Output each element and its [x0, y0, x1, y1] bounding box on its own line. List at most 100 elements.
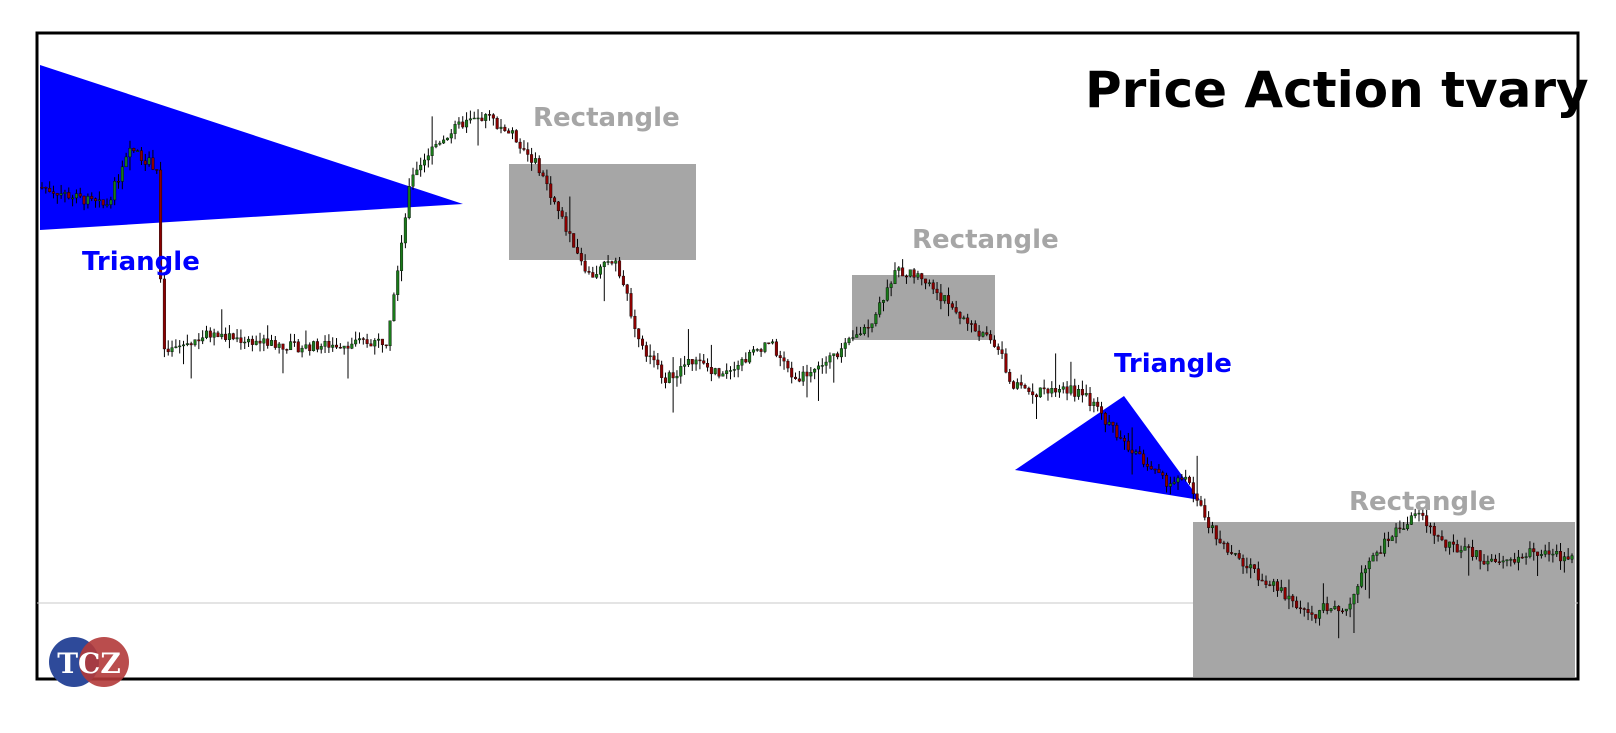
candle-body — [794, 376, 798, 380]
candle-body — [415, 169, 419, 176]
candle-body — [1547, 550, 1551, 555]
candle-body — [128, 148, 132, 158]
candle-body — [912, 269, 916, 278]
candle-body — [212, 332, 216, 338]
candle-body — [1073, 385, 1077, 397]
candle-body — [1084, 393, 1088, 396]
candle-body — [51, 191, 55, 194]
candle-body — [1168, 483, 1172, 487]
candle-body — [373, 340, 377, 347]
candle-body — [675, 375, 679, 379]
candle-body — [759, 349, 763, 352]
candle-body — [1268, 584, 1272, 586]
candle-body — [182, 344, 186, 347]
candle-body — [920, 273, 924, 280]
candle-body — [774, 341, 778, 356]
candle-body — [1516, 556, 1520, 563]
candle-body — [258, 340, 262, 344]
candle-body — [1034, 394, 1038, 398]
candle-body — [1157, 468, 1161, 473]
candle-body — [335, 344, 339, 348]
candle-body — [1302, 608, 1306, 610]
candle-body — [992, 339, 996, 347]
candle-body — [40, 186, 44, 189]
candle-body — [254, 340, 258, 345]
candle-body — [197, 339, 201, 342]
candle-body — [587, 271, 591, 273]
candle-body — [1092, 401, 1096, 406]
candle-body — [247, 338, 251, 343]
candle-body — [595, 274, 599, 278]
candle-body — [384, 344, 388, 347]
candle-body — [1509, 559, 1513, 561]
candle-body — [227, 333, 231, 340]
candle-body — [560, 210, 564, 217]
candle-body — [1551, 553, 1555, 556]
candle-body — [1413, 513, 1417, 516]
candle-body — [262, 338, 266, 344]
candle-body — [839, 348, 843, 358]
tcz-logo: TCZ — [49, 637, 129, 687]
candle-body — [426, 155, 430, 161]
candle-body — [63, 192, 67, 194]
candle-body — [832, 353, 836, 356]
rectangle-label-1: Rectangle — [533, 103, 680, 133]
candle-body — [744, 359, 748, 363]
candle-body — [476, 117, 480, 120]
candle-body — [1421, 512, 1425, 516]
candle-body — [514, 130, 518, 143]
candle-body — [1555, 551, 1559, 555]
candle-body — [1501, 560, 1505, 563]
candle-body — [377, 338, 381, 341]
candle-body — [155, 169, 159, 171]
candle-body — [1226, 543, 1230, 553]
candle-body — [453, 124, 457, 134]
candle-body — [1149, 466, 1153, 470]
candle-body — [346, 345, 350, 349]
candle-body — [598, 266, 602, 275]
candle-body — [1069, 385, 1073, 394]
candle-body — [969, 323, 973, 325]
chart-title: Price Action tvary — [1085, 61, 1589, 119]
candle-body — [625, 284, 629, 294]
candle-body — [1394, 527, 1398, 538]
candle-body — [897, 267, 901, 271]
candle-body — [690, 359, 694, 365]
candle-body — [1428, 525, 1432, 528]
candle-body — [1249, 564, 1253, 569]
candle-body — [564, 216, 568, 232]
candle-body — [189, 343, 193, 346]
candle-body — [1191, 482, 1195, 495]
candle-body — [461, 121, 465, 128]
candle-body — [423, 159, 427, 166]
candle-body — [1524, 556, 1528, 558]
candle-body — [411, 174, 415, 187]
candle-body — [1184, 476, 1188, 480]
candle-body — [1474, 550, 1478, 557]
candle-body — [1012, 381, 1016, 389]
candle-body — [430, 146, 434, 156]
candle-body — [407, 186, 411, 218]
candle-body — [790, 367, 794, 378]
candle-body — [1344, 608, 1348, 612]
candle-body — [480, 117, 484, 121]
candle-body — [392, 294, 396, 322]
candle-body — [323, 340, 327, 347]
candle-body — [159, 169, 163, 280]
candle-body — [1318, 610, 1322, 619]
candle-body — [1145, 463, 1149, 467]
candle-body — [1505, 559, 1509, 562]
candle-body — [1210, 525, 1214, 528]
candle-body — [782, 357, 786, 362]
candle-body — [204, 330, 208, 338]
candle-body — [602, 261, 606, 268]
candle-body — [1272, 581, 1276, 586]
candle-body — [1057, 389, 1061, 393]
candle-body — [713, 368, 717, 375]
candle-body — [296, 341, 300, 353]
triangle-label-2: Triangle — [1114, 349, 1232, 379]
candle-body — [1088, 393, 1092, 406]
candle-body — [1448, 541, 1452, 548]
candle-body — [1004, 353, 1008, 373]
candle-body — [568, 231, 572, 234]
